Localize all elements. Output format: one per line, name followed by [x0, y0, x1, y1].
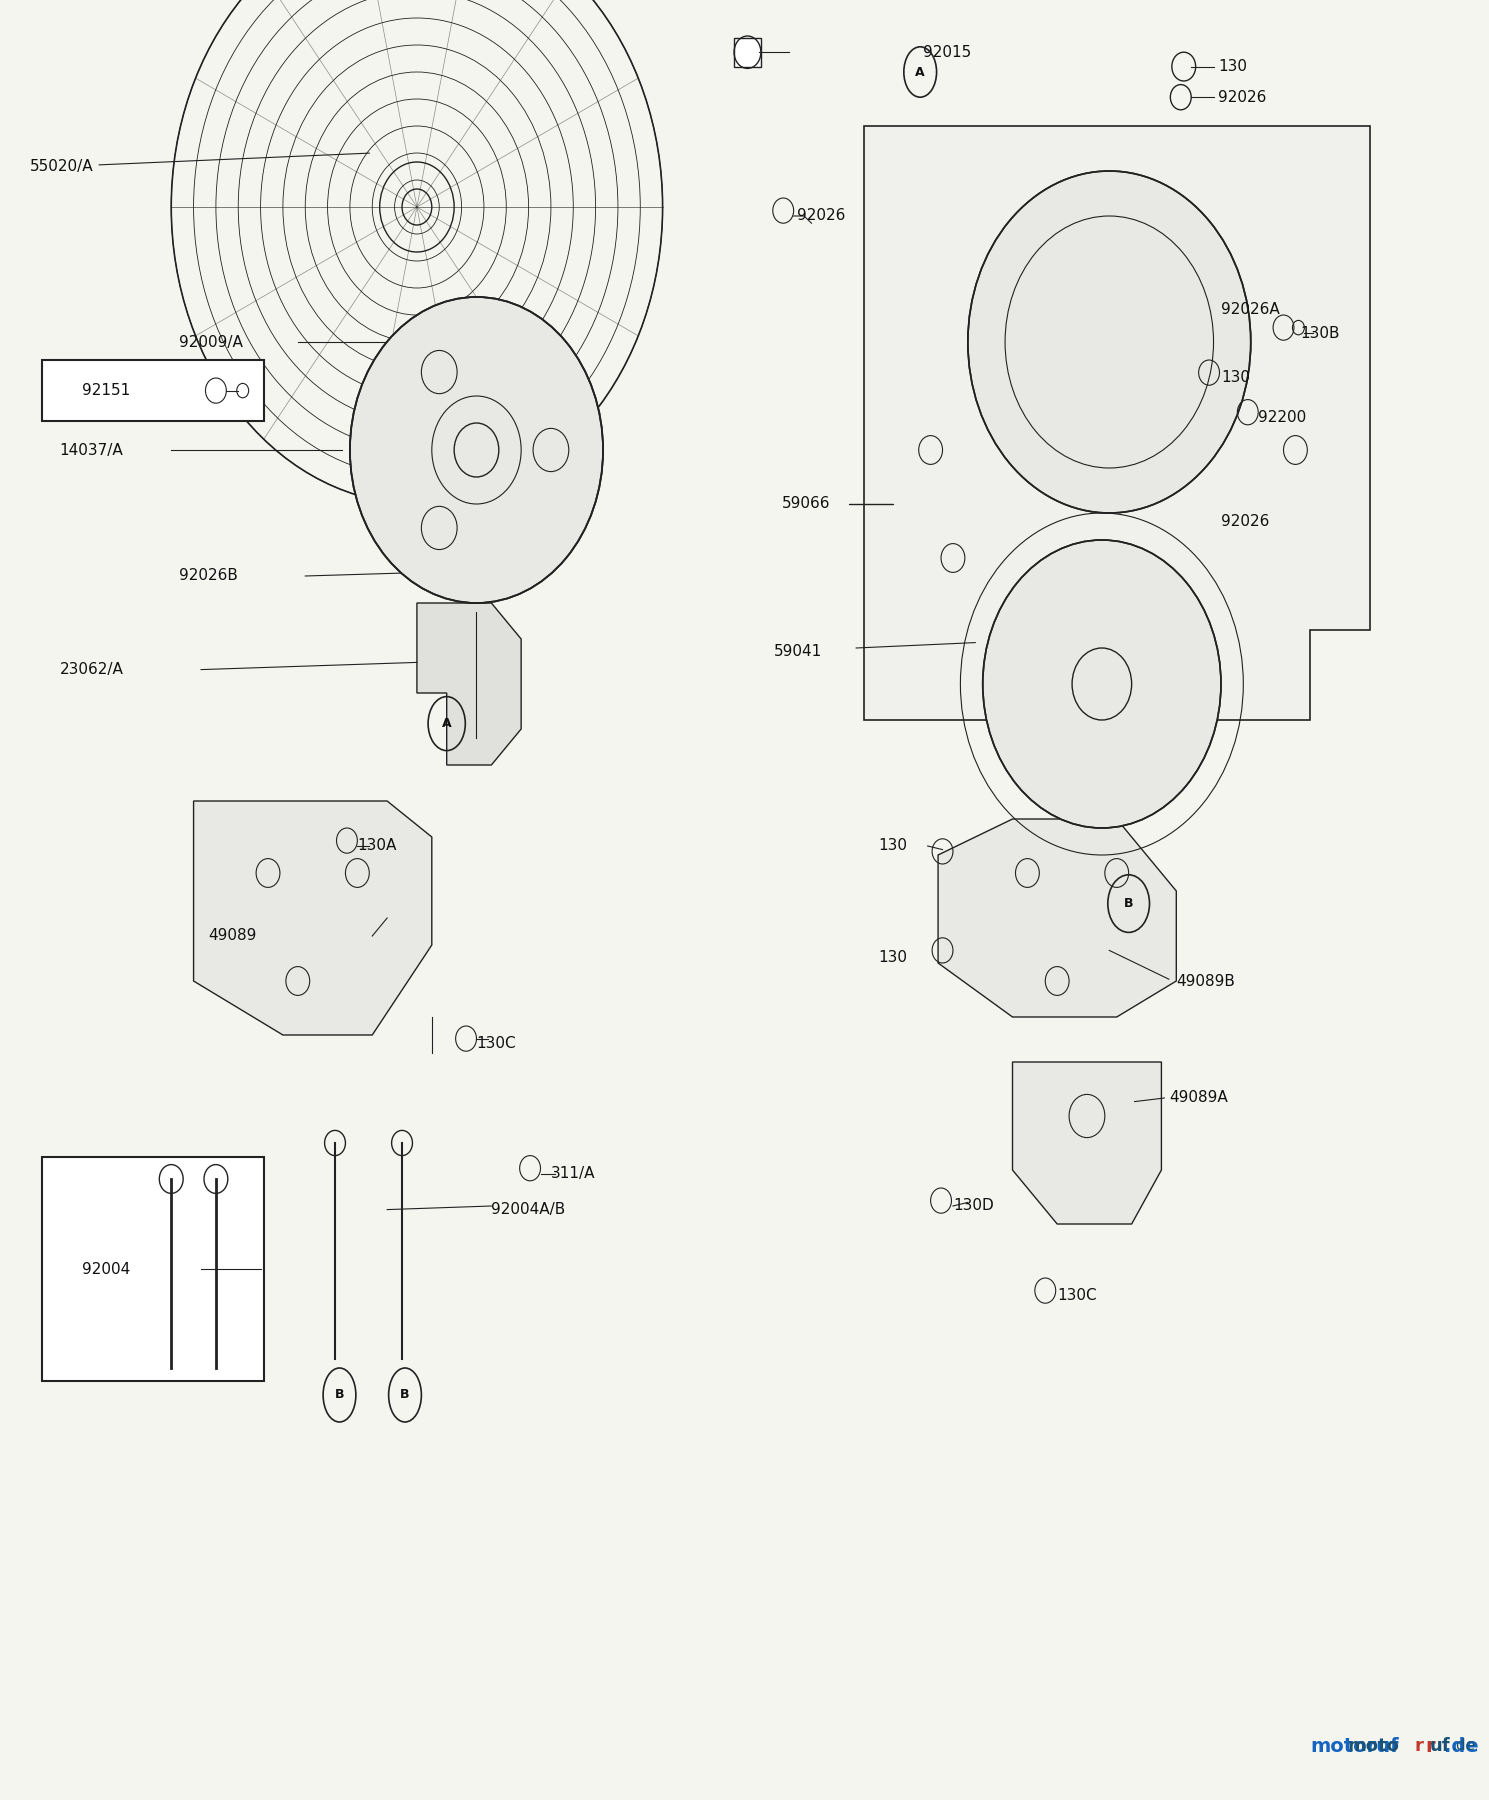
- Text: 92015: 92015: [923, 45, 971, 59]
- Text: 49089: 49089: [208, 929, 256, 943]
- Text: 130: 130: [1218, 59, 1246, 74]
- Text: 92026: 92026: [1218, 90, 1266, 104]
- Text: A: A: [916, 65, 925, 79]
- Text: r: r: [1415, 1737, 1423, 1755]
- Polygon shape: [938, 819, 1176, 1017]
- Text: 92026: 92026: [1221, 515, 1269, 529]
- Text: 92004A/B: 92004A/B: [491, 1202, 566, 1217]
- Text: 14037/A: 14037/A: [60, 443, 124, 457]
- Text: 130: 130: [1221, 371, 1249, 385]
- Text: r: r: [1425, 1737, 1434, 1755]
- Text: 49089B: 49089B: [1176, 974, 1236, 988]
- Text: 130A: 130A: [357, 839, 396, 853]
- FancyBboxPatch shape: [734, 38, 761, 67]
- Text: 59066: 59066: [782, 497, 831, 511]
- Text: 92026A: 92026A: [1221, 302, 1279, 317]
- Text: 130: 130: [879, 950, 907, 965]
- Polygon shape: [417, 603, 521, 765]
- Circle shape: [968, 171, 1251, 513]
- Text: 92151: 92151: [82, 383, 130, 398]
- Text: 92004: 92004: [82, 1262, 130, 1276]
- Text: A: A: [442, 716, 451, 731]
- Text: 23062/A: 23062/A: [60, 662, 124, 677]
- Text: 92026: 92026: [797, 209, 844, 223]
- Polygon shape: [1013, 1062, 1161, 1224]
- Text: 92200: 92200: [1258, 410, 1306, 425]
- FancyBboxPatch shape: [42, 1157, 264, 1381]
- Text: motoruf: motoruf: [1310, 1737, 1400, 1755]
- Text: 130B: 130B: [1300, 326, 1340, 340]
- Text: 130C: 130C: [1057, 1289, 1097, 1303]
- Circle shape: [350, 297, 603, 603]
- Text: moto: moto: [1348, 1737, 1400, 1755]
- FancyBboxPatch shape: [42, 360, 264, 421]
- Text: 92026B: 92026B: [179, 569, 238, 583]
- Circle shape: [983, 540, 1221, 828]
- Text: 55020/A: 55020/A: [30, 153, 369, 175]
- Text: .de: .de: [1452, 1739, 1476, 1753]
- Text: B: B: [1124, 896, 1133, 911]
- Polygon shape: [864, 126, 1370, 720]
- Polygon shape: [194, 801, 432, 1035]
- Text: uf: uf: [1429, 1737, 1450, 1755]
- Text: .de: .de: [1444, 1737, 1479, 1755]
- Text: 49089A: 49089A: [1169, 1091, 1227, 1105]
- Polygon shape: [424, 556, 499, 583]
- Text: B: B: [401, 1388, 409, 1402]
- Text: 311/A: 311/A: [551, 1166, 596, 1181]
- Text: B: B: [335, 1388, 344, 1402]
- Text: 130: 130: [879, 839, 907, 853]
- Text: 130D: 130D: [953, 1199, 993, 1213]
- Text: 130C: 130C: [476, 1037, 517, 1051]
- Text: 92009/A: 92009/A: [179, 335, 243, 349]
- Text: 59041: 59041: [774, 644, 822, 659]
